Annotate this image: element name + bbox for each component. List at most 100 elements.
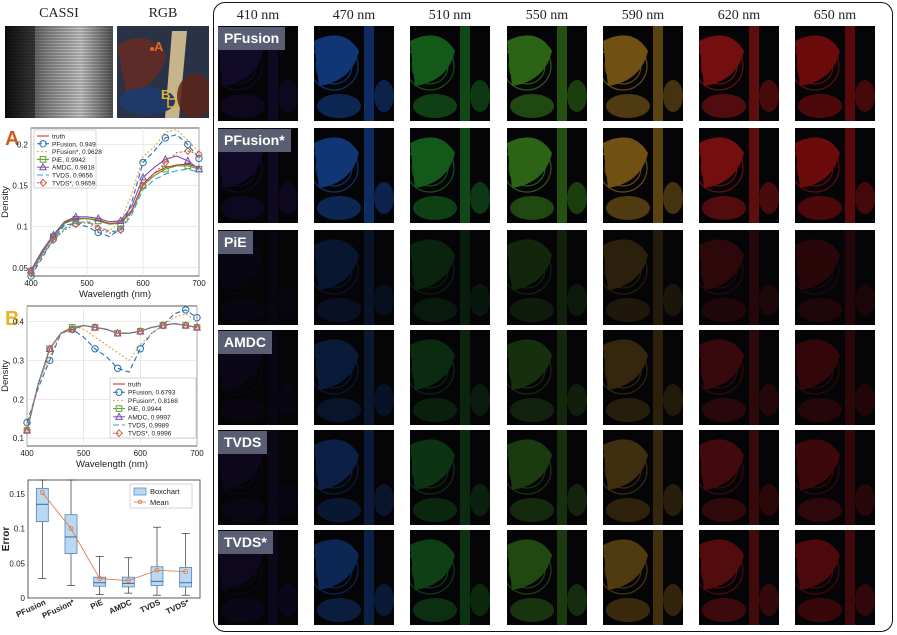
tile-5-590 — [603, 530, 683, 625]
point-marker — [22, 425, 32, 434]
point-marker — [49, 235, 58, 244]
point-marker — [45, 344, 54, 353]
rgb-marker-a: A — [154, 39, 164, 54]
wavelength-label-550: 550 nm — [525, 8, 569, 23]
cassi-image — [5, 26, 113, 118]
method-label-2: PiE — [218, 231, 253, 254]
point-marker — [113, 364, 122, 372]
legend-box — [109, 377, 197, 439]
point-marker — [39, 156, 47, 163]
wavelength-label-620: 620 nm — [717, 8, 761, 23]
series-line-1 — [30, 133, 200, 277]
point-marker — [195, 150, 203, 159]
box-2 — [93, 576, 107, 587]
x-tick-label: 700 — [190, 449, 204, 458]
category-label: PiE — [89, 597, 105, 611]
mean-marker — [125, 578, 131, 584]
point-marker — [115, 429, 123, 438]
tile-0-510 — [410, 26, 490, 121]
x-tick-label: 500 — [80, 279, 94, 288]
series-markers-4 — [26, 154, 204, 274]
point-marker — [69, 324, 76, 331]
tile-3-590 — [603, 330, 683, 425]
tile-1-620 — [699, 128, 779, 223]
point-marker — [136, 327, 144, 336]
legend-entry: truth — [52, 134, 65, 141]
method-label-1: PFusion* — [218, 129, 291, 152]
box-3 — [121, 576, 135, 588]
point-marker — [139, 181, 147, 190]
point-marker — [159, 321, 167, 330]
mean-marker — [154, 567, 160, 573]
wavelength-label-590: 590 nm — [621, 8, 665, 23]
point-marker — [161, 154, 170, 163]
tile-3-410 — [218, 330, 298, 425]
series-markers-6 — [23, 321, 201, 435]
tile-3-550 — [507, 330, 587, 425]
method-label-5: TVDS* — [218, 531, 273, 554]
method-label-0: PFusion — [218, 27, 286, 50]
tile-4-550 — [507, 430, 587, 525]
x-tick-label: 400 — [20, 449, 34, 458]
point-marker — [91, 323, 99, 332]
category-label: TVDS* — [165, 597, 192, 616]
category-label: TVDS — [139, 597, 163, 614]
legend-entry: PFusion*, 0.8168 — [128, 398, 178, 405]
legend-marker — [137, 499, 143, 505]
method-label-4: TVDS — [218, 431, 268, 454]
tile-4-650 — [795, 430, 875, 525]
point-marker — [181, 306, 190, 314]
point-marker — [184, 146, 192, 156]
legend-entry: AMDC, 0.9997 — [128, 414, 171, 421]
series-markers-6 — [27, 146, 203, 278]
rgb-label: RGB — [148, 6, 178, 21]
panel-label-a: A — [5, 128, 20, 150]
point-marker — [116, 225, 125, 235]
point-marker — [72, 220, 80, 229]
point-marker — [94, 224, 102, 233]
x-tick-label: 400 — [24, 279, 38, 288]
point-marker — [192, 322, 202, 331]
y-tick-label: 0.1 — [14, 525, 26, 534]
point-marker — [183, 156, 192, 164]
y-axis-label: Error — [1, 527, 12, 552]
y-tick-label: 0.1 — [17, 223, 29, 232]
tile-1-510 — [410, 128, 490, 223]
legend-entry: TVDS, 0.9656 — [52, 173, 93, 180]
mean-marker — [97, 576, 103, 581]
point-marker — [116, 216, 125, 225]
series-line-6 — [30, 150, 200, 274]
mean-marker — [39, 490, 45, 495]
point-marker — [94, 228, 102, 237]
mean-marker — [183, 569, 189, 575]
y-tick-label: 0.2 — [17, 140, 29, 149]
tile-0-470 — [314, 26, 394, 121]
panel-label-b: B — [5, 308, 20, 330]
box-4 — [150, 566, 164, 586]
point-marker — [182, 321, 190, 330]
point-marker — [161, 158, 170, 167]
legend-entry: PiE, 0.9944 — [128, 406, 162, 413]
y-axis-label: Density — [0, 360, 11, 392]
y-tick-label: 0.1 — [13, 434, 25, 443]
tile-4-590 — [603, 430, 683, 525]
point-marker — [139, 158, 147, 167]
y-tick-label: 0.15 — [12, 182, 28, 191]
density-chart-a: 400 500 600 700 0.05 0.1 0.15 0.2 truthPFusion, … — [0, 127, 206, 300]
wavelength-label-510: 510 nm — [428, 8, 472, 23]
legend-entry: Mean — [150, 498, 169, 507]
point-marker — [136, 326, 145, 335]
tile-0-650 — [795, 26, 875, 121]
x-axis-label: Wavelength (nm) — [76, 459, 148, 470]
tile-0-550 — [507, 26, 587, 121]
tile-2-410 — [218, 230, 298, 325]
category-label: PFusion* — [41, 597, 77, 620]
wavelength-label-410: 410 nm — [236, 8, 280, 23]
tile-1-470 — [314, 128, 394, 223]
point-marker — [49, 230, 58, 238]
y-tick-label: 0.2 — [13, 395, 25, 404]
y-tick-label: 0.4 — [13, 318, 25, 327]
tile-5-470 — [314, 530, 394, 625]
